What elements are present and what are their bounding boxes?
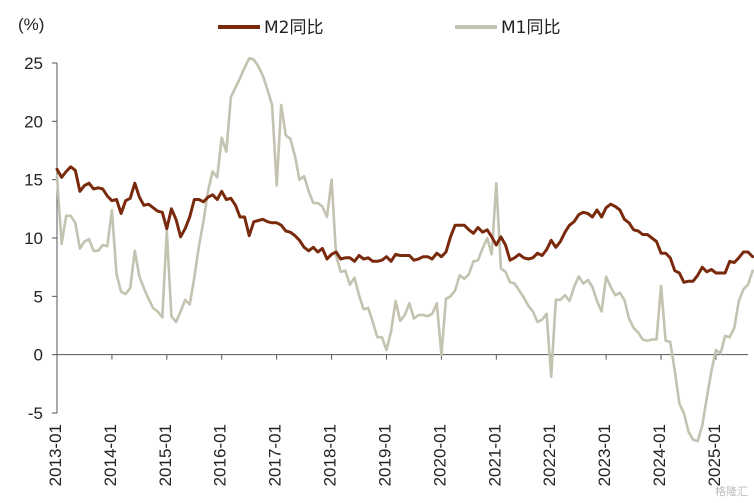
x-tick-label: 2015-01 — [156, 424, 175, 486]
x-tick-label: 2021-01 — [485, 424, 504, 486]
series-lines — [55, 56, 754, 443]
x-tick-label: 2019-01 — [375, 424, 394, 486]
x-tick-label: 2025-01 — [705, 424, 724, 486]
series-line-m1 — [55, 56, 754, 443]
x-axis-ticks: 2013-01 2014-01 2015-01 2016-01 2017-01 2018-… — [46, 354, 724, 486]
y-axis-ticks: -5 0 5 10 15 20 25 — [24, 54, 57, 423]
y-unit-label: (%) — [18, 15, 44, 34]
legend-label-m2: M2同比 — [264, 18, 323, 38]
legend-label-m1: M1同比 — [501, 18, 560, 38]
y-tick-label: 0 — [34, 346, 43, 365]
x-tick-label: 2018-01 — [321, 424, 340, 486]
x-tick-label: 2023-01 — [595, 424, 614, 486]
legend: M2同比 M1同比 — [218, 18, 560, 38]
series-line-m2 — [55, 165, 754, 284]
y-tick-label: 10 — [24, 229, 43, 248]
y-tick-label: -5 — [28, 404, 43, 423]
y-tick-label: 20 — [24, 112, 43, 131]
y-tick-label: 5 — [34, 287, 43, 306]
x-tick-label: 2024-01 — [650, 424, 669, 486]
watermark: 格隆汇 — [715, 485, 748, 498]
x-tick-label: 2013-01 — [46, 424, 65, 486]
x-tick-label: 2014-01 — [101, 424, 120, 486]
axes — [56, 63, 748, 413]
x-tick-label: 2022-01 — [540, 424, 559, 486]
x-tick-label: 2016-01 — [211, 424, 230, 486]
x-tick-label: 2020-01 — [430, 424, 449, 486]
x-tick-label: 2017-01 — [266, 424, 285, 486]
y-tick-label: 15 — [24, 171, 43, 190]
y-tick-label: 25 — [24, 54, 43, 73]
